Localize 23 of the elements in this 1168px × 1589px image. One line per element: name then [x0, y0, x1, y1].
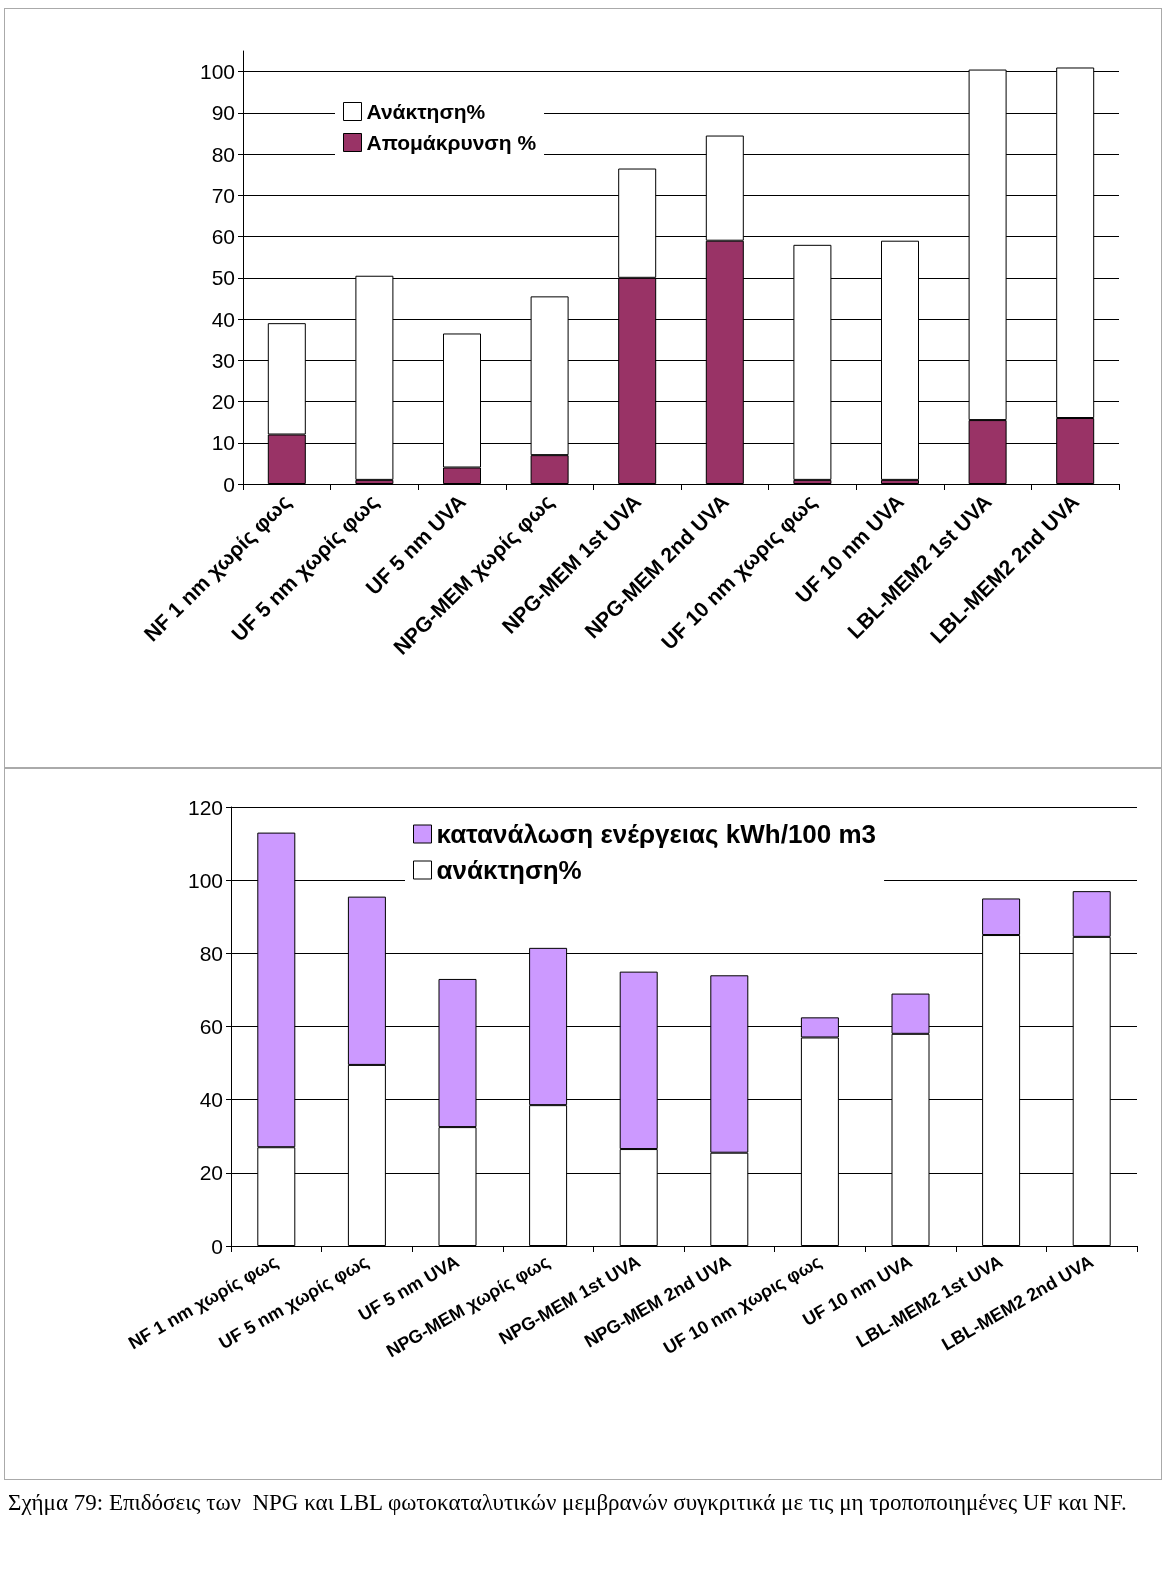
- y-tick-label: 0: [223, 472, 235, 496]
- y-tick-label: 90: [211, 101, 235, 125]
- y-tick-label: 10: [211, 431, 235, 455]
- y-tick-label: 0: [211, 1234, 223, 1258]
- y-tick-label: 40: [211, 307, 235, 331]
- y-tick-label: 80: [199, 941, 223, 965]
- y-tick-label: 20: [199, 1161, 223, 1185]
- y-tick-label: 40: [199, 1088, 223, 1112]
- y-tick-label: 100: [187, 868, 223, 892]
- y-tick-label: 80: [211, 142, 235, 166]
- legend-label: Ανάκτηση%: [366, 100, 486, 123]
- y-tick-label: 50: [211, 266, 235, 290]
- legend-label: ανάκτηση%: [436, 855, 582, 885]
- legend-label: Απομάκρυνση %: [366, 131, 537, 154]
- y-tick-label: 60: [199, 1015, 223, 1038]
- y-tick-label: 30: [211, 348, 235, 372]
- y-tick-label: 100: [199, 60, 235, 84]
- legend-label: κατανάλωση ενέργειας kWh/100 m3: [436, 819, 877, 849]
- y-tick-label: 70: [211, 183, 235, 207]
- y-tick-label: 20: [211, 390, 235, 414]
- text: Σχήμα 79: Επιδόσεις των NPG και LBL φωτοκαταλυτικών μεμβρανών συγκριτικά με τις μη τροποποιημένες UF και NF.: [8, 1489, 1128, 1517]
- y-tick-label: 120: [187, 795, 223, 819]
- y-tick-label: 60: [211, 225, 235, 249]
